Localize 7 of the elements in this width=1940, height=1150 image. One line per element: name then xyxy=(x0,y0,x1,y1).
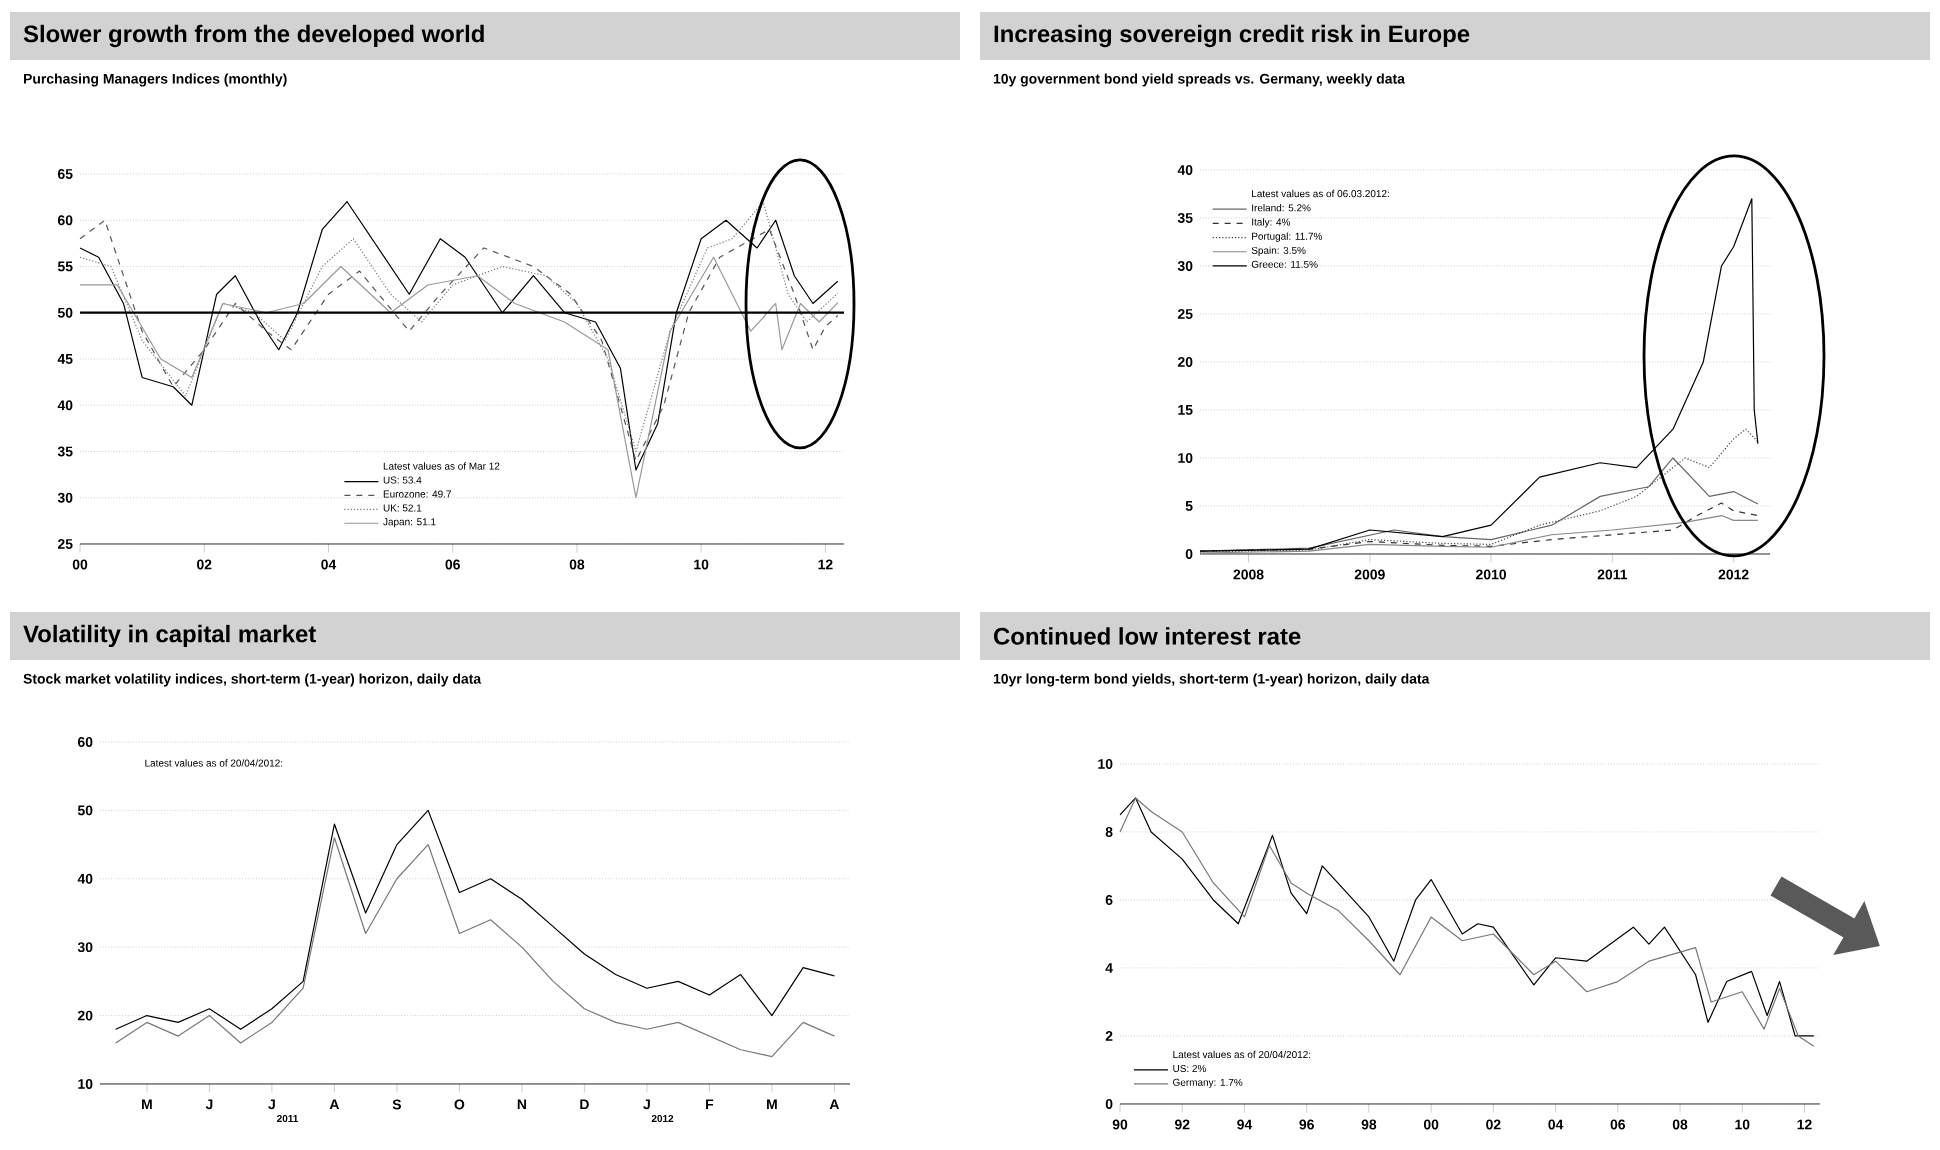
line-series xyxy=(115,809,835,1030)
chart-title: Slower growth from the developed world xyxy=(23,24,484,48)
line-series xyxy=(1199,514,1759,554)
line-series xyxy=(79,256,839,499)
chart-title: Increasing sovereign credit risk in Europe xyxy=(994,24,1470,48)
chart-title: Continued low interest rate xyxy=(994,627,1301,645)
chart-title: Volatility in capital market xyxy=(23,624,316,648)
